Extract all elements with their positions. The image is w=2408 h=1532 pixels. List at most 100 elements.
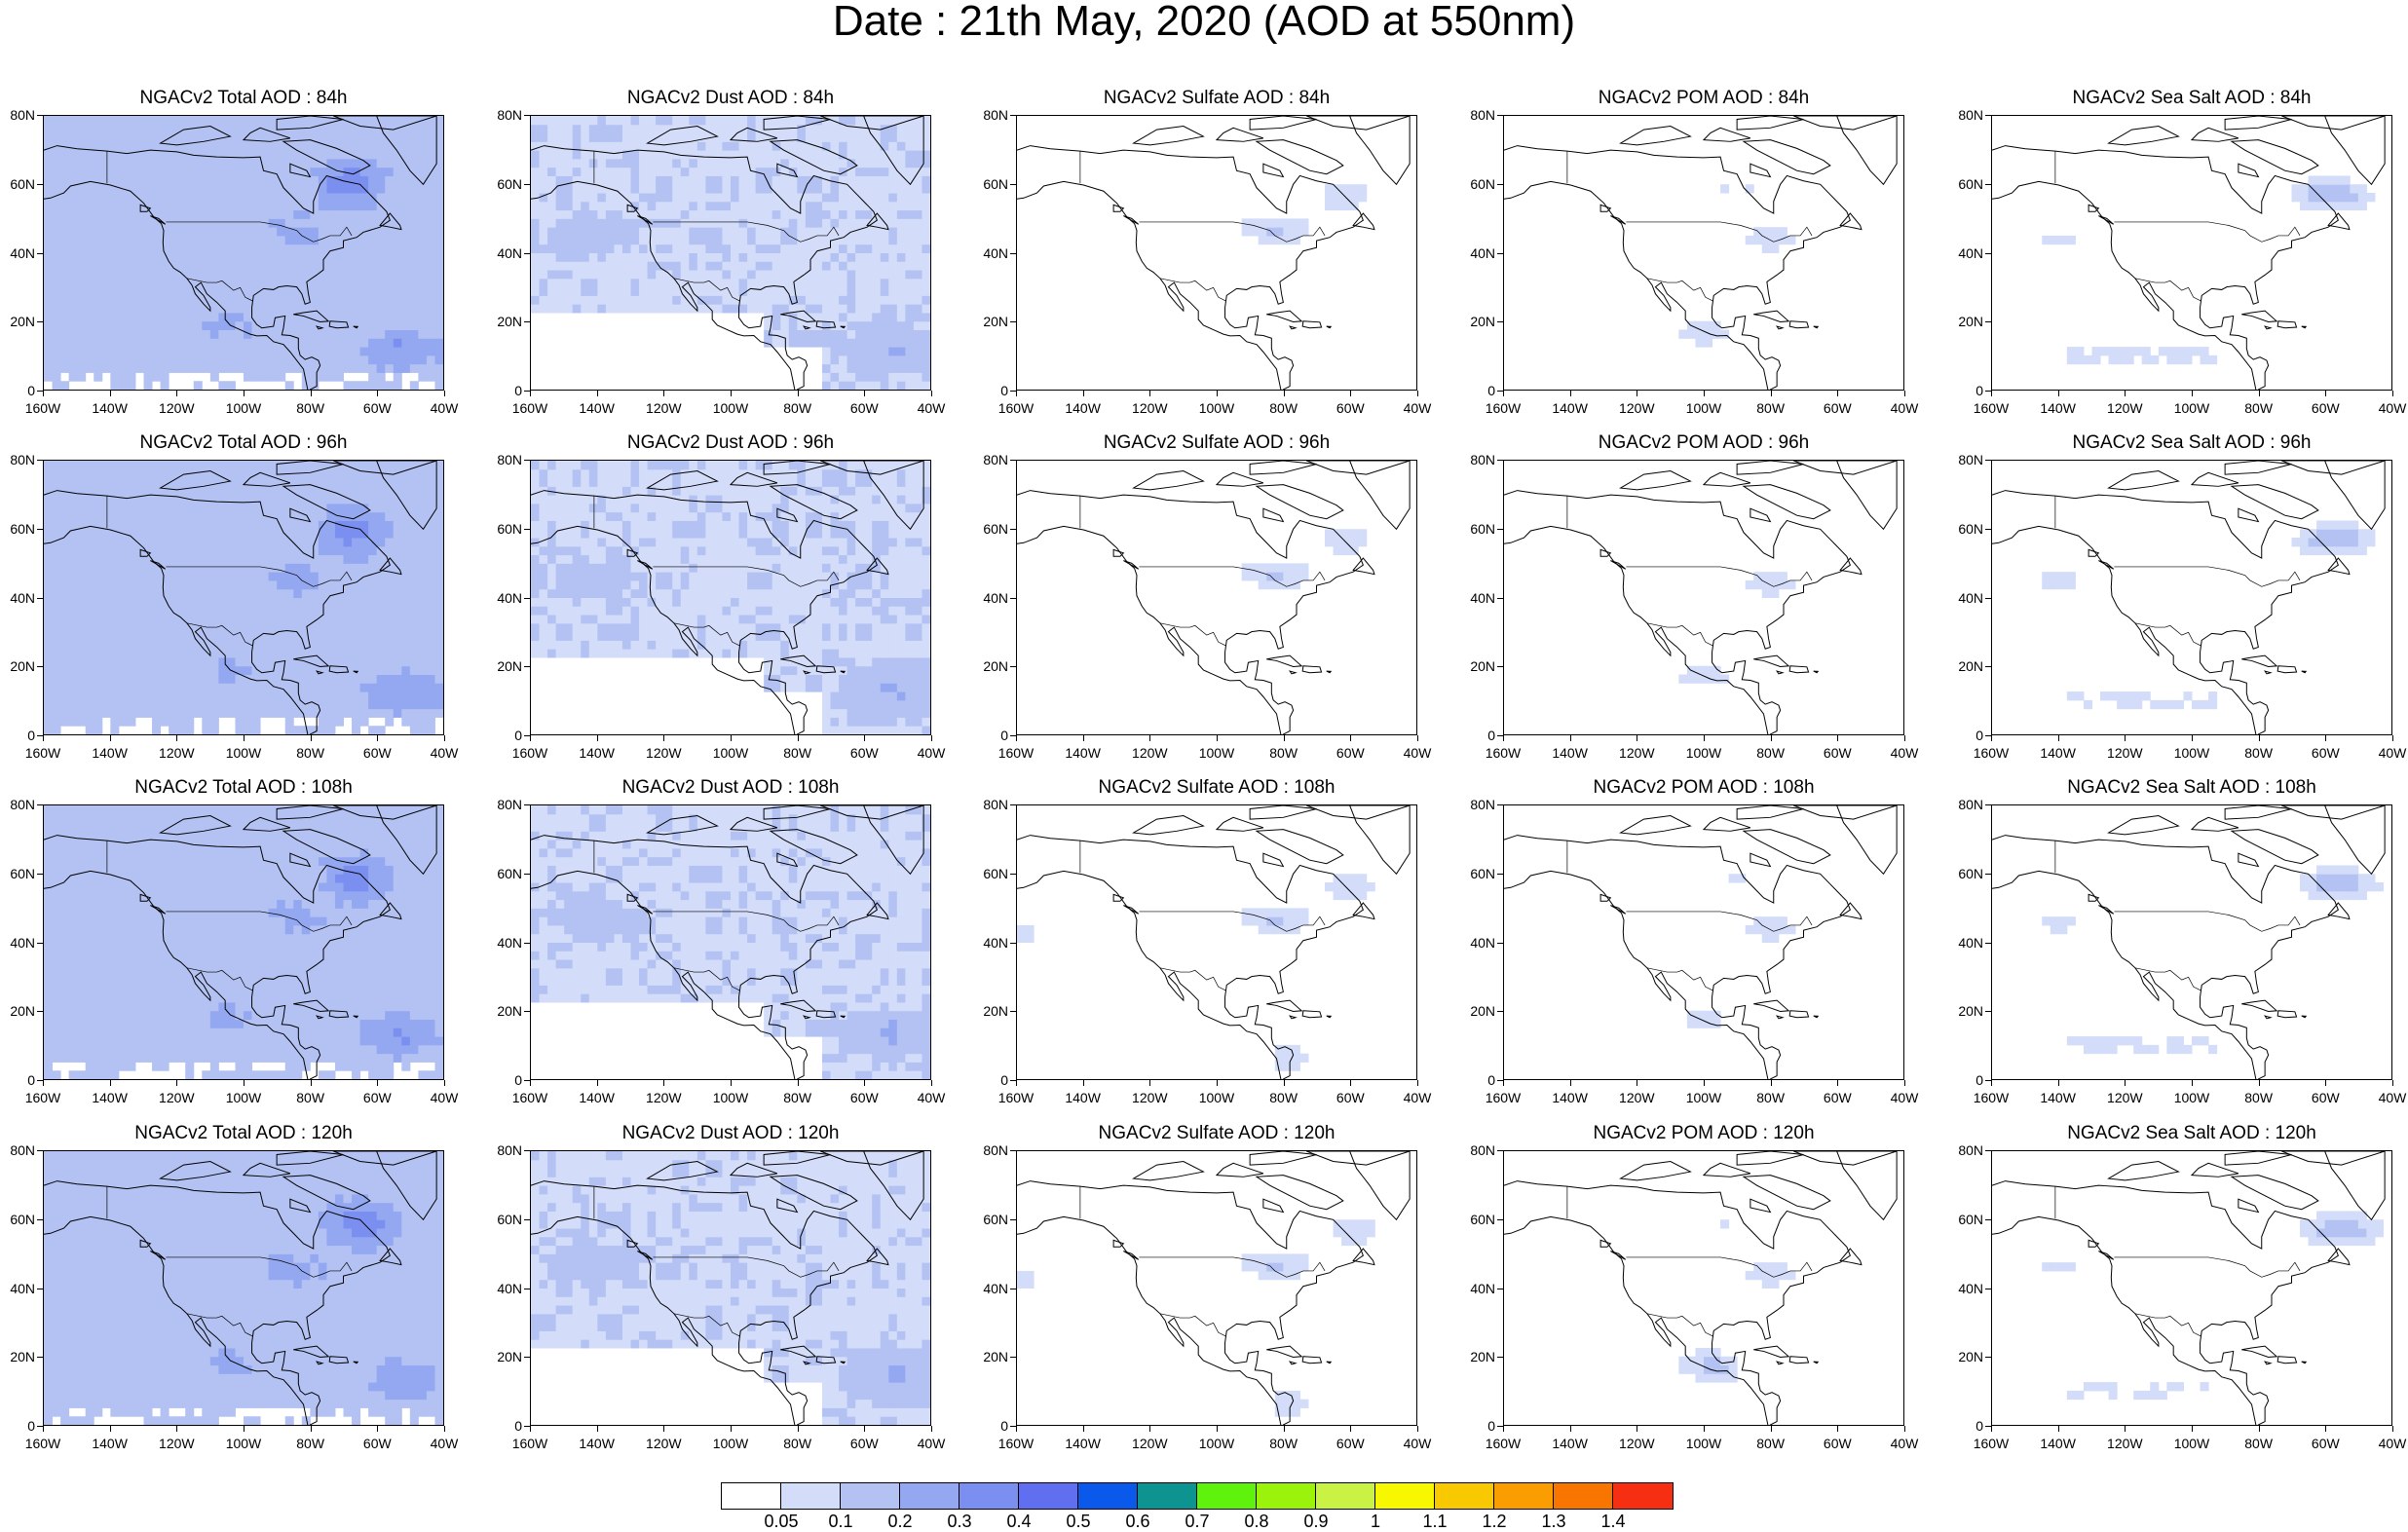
- y-tick-label: 0: [1456, 383, 1495, 398]
- x-tick-mark: [176, 391, 177, 396]
- y-tick-label: 60N: [0, 521, 35, 537]
- colorbar-swatch: [1375, 1483, 1435, 1509]
- colorbar-label: 0.05: [757, 1512, 806, 1532]
- y-tick-mark: [1010, 184, 1016, 185]
- x-tick-mark: [2259, 1080, 2260, 1086]
- y-tick-label: 80N: [0, 1142, 35, 1158]
- x-tick-label: 160W: [1967, 400, 2015, 416]
- x-tick-label: 140W: [573, 1436, 621, 1451]
- y-tick-mark: [1985, 115, 1991, 116]
- y-tick-label: 40N: [969, 245, 1008, 261]
- colorbar-label: 0.3: [935, 1512, 984, 1532]
- x-tick-mark: [530, 735, 531, 741]
- y-tick-label: 20N: [1944, 1349, 1983, 1364]
- coastline-layer: [1017, 805, 1410, 1079]
- aod-field-map: [1992, 1151, 2391, 1425]
- x-tick-label: 100W: [706, 400, 755, 416]
- x-tick-label: 140W: [86, 1090, 134, 1105]
- x-tick-mark: [110, 1080, 111, 1086]
- x-tick-label: 140W: [1059, 400, 1108, 416]
- x-tick-mark: [663, 391, 664, 396]
- y-tick-mark: [524, 598, 530, 599]
- y-tick-mark: [37, 804, 43, 805]
- y-tick-label: 80N: [483, 1142, 522, 1158]
- x-tick-label: 40W: [420, 400, 469, 416]
- colorbar-swatch: [841, 1483, 900, 1509]
- y-tick-mark: [524, 115, 530, 116]
- y-tick-label: 0: [483, 1072, 522, 1088]
- x-tick-label: 60W: [840, 400, 888, 416]
- x-tick-mark: [1217, 391, 1218, 396]
- x-tick-label: 160W: [19, 1436, 67, 1451]
- x-tick-mark: [1417, 1426, 1418, 1432]
- x-tick-mark: [1217, 1426, 1218, 1432]
- x-tick-label: 120W: [2100, 400, 2149, 416]
- x-tick-mark: [1149, 1426, 1150, 1432]
- y-tick-mark: [37, 184, 43, 185]
- x-tick-mark: [798, 391, 799, 396]
- x-tick-label: 40W: [2368, 1090, 2408, 1105]
- x-tick-label: 40W: [907, 1090, 956, 1105]
- y-tick-label: 0: [0, 383, 35, 398]
- x-tick-label: 120W: [639, 1436, 688, 1451]
- panel-title: NGACv2 Total AOD : 96h: [43, 432, 444, 454]
- x-tick-mark: [1771, 1426, 1772, 1432]
- x-tick-mark: [663, 1080, 664, 1086]
- x-tick-mark: [2259, 735, 2260, 741]
- y-tick-label: 40N: [1456, 590, 1495, 606]
- x-tick-label: 120W: [1125, 1090, 1174, 1105]
- y-tick-label: 0: [969, 383, 1008, 398]
- aod-shading: [2042, 1211, 2384, 1400]
- colorbar-label: 0.2: [876, 1512, 924, 1532]
- colorbar-swatch: [959, 1483, 1019, 1509]
- colorbar-label: 1.2: [1470, 1512, 1519, 1532]
- aod-shading: [531, 805, 930, 1079]
- aod-shading: [1017, 1219, 1375, 1416]
- aod-shading: [531, 1151, 930, 1425]
- y-tick-label: 0: [969, 1418, 1008, 1434]
- map-panel-seasalt-2: [1991, 804, 2392, 1080]
- x-tick-label: 60W: [840, 1090, 888, 1105]
- y-tick-label: 20N: [483, 1349, 522, 1364]
- y-tick-mark: [524, 666, 530, 667]
- y-tick-label: 20N: [1944, 314, 1983, 329]
- aod-shading: [531, 461, 930, 734]
- x-tick-mark: [2192, 735, 2193, 741]
- x-tick-label: 100W: [706, 1436, 755, 1451]
- y-tick-label: 40N: [483, 245, 522, 261]
- y-tick-mark: [1010, 529, 1016, 530]
- panel-title: NGACv2 Sulfate AOD : 96h: [1016, 432, 1417, 454]
- x-tick-label: 40W: [1393, 400, 1442, 416]
- x-tick-label: 80W: [1260, 400, 1308, 416]
- y-tick-mark: [1985, 1150, 1991, 1151]
- x-tick-label: 40W: [2368, 1436, 2408, 1451]
- x-tick-label: 120W: [152, 1436, 201, 1451]
- panel-title: NGACv2 POM AOD : 120h: [1503, 1123, 1904, 1144]
- x-tick-mark: [663, 735, 664, 741]
- x-tick-label: 100W: [2167, 745, 2216, 761]
- map-panel-pom-1: [1503, 460, 1904, 735]
- y-tick-label: 0: [969, 1072, 1008, 1088]
- map-panel-dust-3: [530, 1150, 931, 1426]
- x-tick-mark: [530, 1426, 531, 1432]
- coastline-layer: [1992, 805, 2385, 1079]
- x-tick-label: 60W: [353, 745, 401, 761]
- x-tick-mark: [1904, 735, 1905, 741]
- x-tick-mark: [311, 391, 312, 396]
- y-tick-label: 0: [0, 1072, 35, 1088]
- y-tick-label: 60N: [969, 866, 1008, 881]
- y-tick-mark: [37, 874, 43, 875]
- map-panel-sulfate-1: [1016, 460, 1417, 735]
- y-tick-label: 40N: [1456, 1281, 1495, 1296]
- x-tick-label: 40W: [907, 400, 956, 416]
- x-tick-mark: [1904, 1080, 1905, 1086]
- y-tick-mark: [37, 460, 43, 461]
- x-tick-label: 140W: [2034, 400, 2083, 416]
- x-tick-mark: [1217, 1080, 1218, 1086]
- x-tick-label: 160W: [992, 400, 1040, 416]
- y-tick-mark: [1497, 115, 1503, 116]
- coastline-layer: [1504, 1151, 1897, 1425]
- y-tick-label: 20N: [1456, 1349, 1495, 1364]
- y-tick-label: 80N: [1944, 797, 1983, 812]
- aod-field-map: [1992, 461, 2391, 734]
